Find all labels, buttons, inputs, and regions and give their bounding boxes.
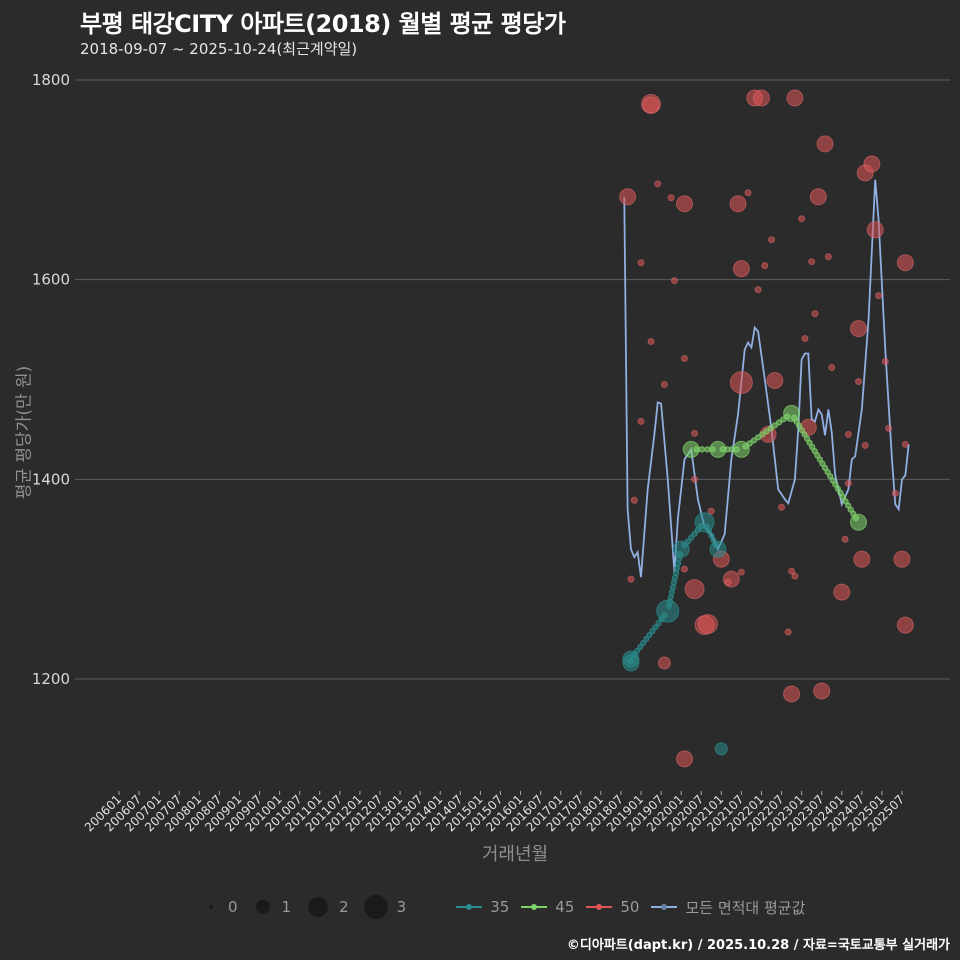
- average-line: [623, 179, 910, 578]
- chart-subtitle: 2018-09-07 ~ 2025-10-24(최근계약일): [80, 40, 358, 58]
- x-axis-ticks: 2006012006072007012007072008012008072009…: [82, 791, 907, 835]
- legend-size-2-label: 2: [339, 898, 349, 916]
- grid-lines: [75, 79, 950, 680]
- svg-text:1600: 1600: [32, 271, 70, 289]
- legend-size-3: 3: [361, 894, 407, 920]
- y-axis-label: 평균 평당가(만 원): [14, 365, 35, 500]
- legend-series-35-label: 35: [490, 898, 510, 916]
- legend-size-3-label: 3: [396, 898, 407, 916]
- x-axis-label: 거래년월: [481, 844, 549, 865]
- series-35-points: [622, 512, 728, 756]
- legend-size-1-label: 1: [281, 898, 292, 916]
- legend-size-0-label: 0: [228, 898, 238, 916]
- series-50-points: [619, 89, 914, 768]
- legend: 0 1 2 3 35 45 50 모든 면적대 평균값: [200, 894, 817, 920]
- legend-series-50-label: 50: [620, 898, 640, 916]
- legend-series-average[interactable]: 모든 면적대 평균값: [651, 897, 805, 918]
- legend-series-average-label: 모든 면적대 평균값: [685, 898, 806, 917]
- credit-text: ©디아파트(dapt.kr) / 2025.10.28 / 자료=국토교통부 실…: [566, 938, 950, 953]
- legend-series-45-label: 45: [555, 898, 575, 916]
- legend-series-50[interactable]: 50: [586, 898, 639, 916]
- svg-text:1200: 1200: [32, 670, 70, 688]
- svg-text:1400: 1400: [32, 470, 70, 488]
- legend-series-35[interactable]: 35: [456, 898, 509, 916]
- legend-size-0: 0: [200, 896, 238, 918]
- svg-text:1800: 1800: [32, 71, 70, 89]
- series-45-points: [682, 404, 867, 531]
- legend-size-1: 1: [250, 896, 292, 918]
- chart-title: 부평 태강CITY 아파트(2018) 월별 평균 평당가: [80, 10, 566, 38]
- y-axis-ticks: 1200 1400 1600 1800: [32, 71, 70, 688]
- legend-series-45[interactable]: 45: [521, 898, 574, 916]
- legend-size-2: 2: [303, 895, 349, 919]
